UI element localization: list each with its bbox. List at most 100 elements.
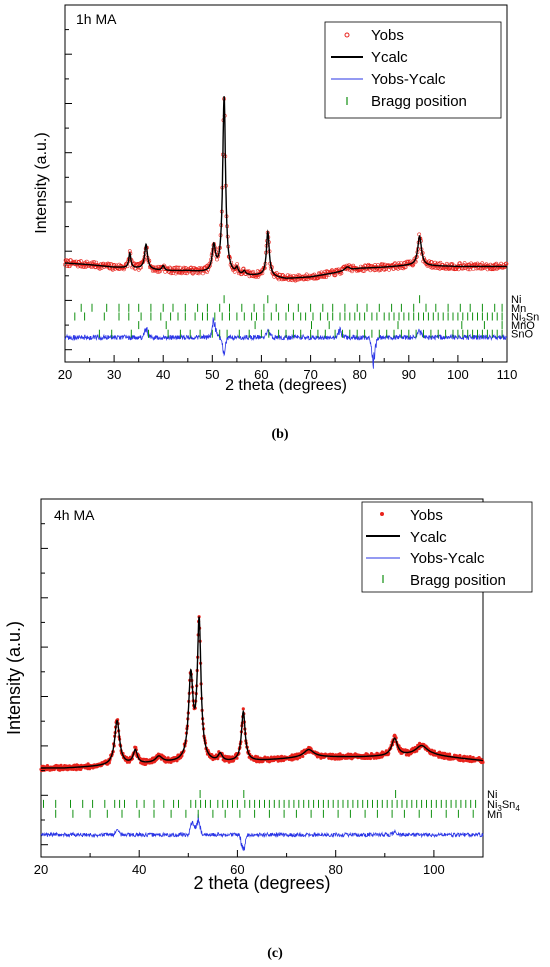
yobs-point	[324, 275, 329, 280]
annotation-1h-ma: 1h MA	[76, 11, 117, 27]
series-ycalc-b	[65, 96, 507, 279]
yobs-point	[90, 260, 95, 265]
x-tick-label: 20	[34, 862, 48, 877]
legend-label-diff-b: Yobs-Ycalc	[371, 71, 446, 88]
plot-frame-c	[40, 498, 484, 858]
yobs-point	[79, 264, 84, 269]
x-tick-label: 40	[156, 367, 170, 382]
x-ticks-b: 20 30 40 50 60 70 80 90 100 110	[58, 355, 518, 382]
yobs-point	[79, 259, 83, 263]
x-tick-label: 80	[352, 367, 366, 382]
yobs-point	[256, 274, 261, 279]
yobs-point	[504, 261, 509, 266]
series-diff-c	[40, 813, 484, 852]
yobs-point	[63, 258, 68, 263]
yobs-point	[345, 264, 350, 269]
bragg-phase-label: Mn	[487, 809, 502, 821]
legend-label-bragg-b: Bragg position	[371, 93, 467, 110]
legend-label-yobs-b: Yobs	[371, 27, 404, 44]
yobs-point	[471, 755, 475, 760]
yobs-point	[293, 278, 298, 283]
yobs-point	[104, 759, 108, 763]
x-axis-label-b: 2 theta (degrees)	[225, 377, 347, 394]
yobs-point	[437, 266, 442, 271]
legend-label-bragg-c: Bragg position	[410, 572, 506, 589]
x-tick-label: 60	[230, 862, 244, 877]
bragg-phase-label: Ni3Sn4	[487, 799, 520, 813]
annotation-4h-ma: 4h MA	[54, 507, 95, 523]
yobs-point	[67, 264, 72, 269]
yobs-point	[471, 266, 476, 271]
yobs-point	[215, 257, 219, 262]
x-tick-label: 20	[58, 367, 72, 382]
legend-label-diff-c: Yobs-Ycalc	[410, 550, 485, 567]
yobs-point	[458, 753, 462, 758]
x-ticks-c: 20 40 60 80 100	[34, 850, 484, 877]
yobs-point	[381, 262, 386, 267]
y-ticks-c	[41, 523, 48, 846]
yobs-point	[480, 261, 485, 266]
bragg-phase-label: Ni3Sn	[511, 312, 539, 326]
x-axis-label-c: 2 theta (degrees)	[193, 873, 330, 893]
yobs-point	[448, 752, 452, 756]
legend-label-ycalc-b: Ycalc	[371, 49, 408, 66]
yobs-point	[429, 260, 434, 264]
yobs-point	[411, 746, 415, 750]
yobs-point	[197, 266, 202, 271]
yobs-point	[467, 267, 472, 272]
y-ticks-b	[65, 29, 72, 351]
bragg-phase-label: Mn	[511, 303, 526, 315]
yobs-point	[65, 264, 70, 269]
x-tick-label: 70	[303, 367, 317, 382]
x-tick-label: 80	[328, 862, 342, 877]
bragg-phase-label: Ni	[511, 294, 521, 306]
bragg-phase-label: Ni	[487, 789, 497, 801]
yobs-point	[301, 754, 305, 759]
series-ycalc-c	[41, 616, 483, 769]
legend-box-b	[324, 21, 502, 119]
x-tick-label: 50	[205, 367, 219, 382]
yobs-point	[174, 265, 179, 270]
yobs-point	[466, 267, 471, 272]
yobs-point	[175, 759, 179, 763]
yobs-point	[280, 272, 285, 277]
yobs-point	[462, 261, 467, 266]
yobs-point	[176, 265, 181, 270]
yobs-point	[151, 756, 156, 760]
x-tick-label: 100	[423, 862, 445, 877]
x-tick-label: 40	[132, 862, 146, 877]
panel-label-c: (c)	[267, 946, 283, 961]
yobs-point	[200, 271, 205, 276]
yobs-point	[255, 269, 260, 274]
yobs-point	[368, 756, 373, 761]
plot-area-c	[39, 615, 485, 852]
legend-label-yobs-c: Yobs	[410, 507, 443, 524]
yobs-point	[456, 267, 461, 272]
yobs-point	[274, 271, 279, 275]
series-bragg-b	[74, 295, 503, 338]
yobs-point	[156, 264, 161, 269]
yobs-point	[177, 265, 182, 270]
panel-label-b: (b)	[271, 427, 288, 442]
yobs-point	[241, 707, 245, 711]
legend-c: Yobs Ycalc Yobs-Ycalc Bragg position	[361, 501, 533, 593]
yobs-point	[332, 273, 337, 278]
x-tick-label: 110	[497, 367, 518, 382]
yobs-point	[276, 755, 280, 759]
legend-marker-yobs-c	[380, 512, 384, 516]
yobs-point	[350, 269, 354, 274]
series-yobs-c	[39, 615, 485, 773]
yobs-point	[339, 271, 344, 276]
y-axis-label-b: Intensity (a.u.)	[33, 132, 50, 233]
yobs-point	[97, 266, 102, 271]
yobs-point	[432, 749, 436, 753]
yobs-point	[295, 757, 299, 761]
yobs-point	[433, 260, 438, 265]
series-bragg-c	[43, 790, 477, 818]
bragg-phase-label: SnO	[511, 329, 533, 341]
